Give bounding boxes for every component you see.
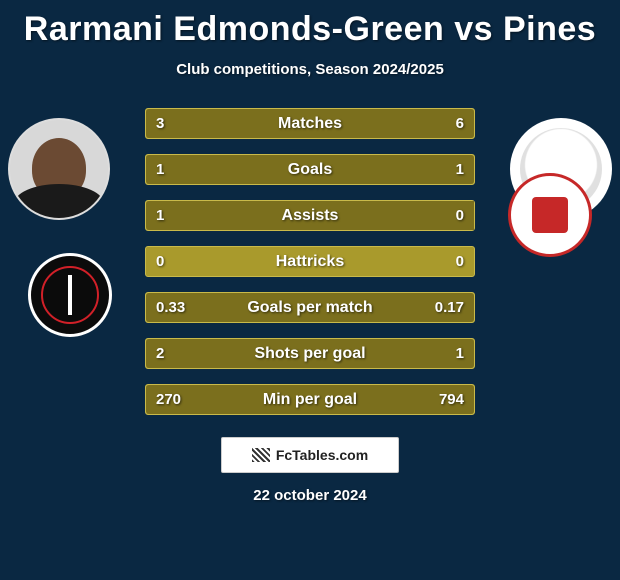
source-badge[interactable]: FcTables.com [221,437,399,473]
stat-bars: 3 6 Matches 1 1 Goals 1 0 Assists 0 0 Hattricks 0.33… [145,108,475,415]
club-logo-left [28,253,112,337]
stat-label: Hattricks [276,253,344,271]
stat-label: Shots per goal [254,345,365,363]
stat-fill-left [146,155,310,184]
stat-value-left: 2 [156,345,164,362]
chart-icon [252,448,270,462]
stat-value-right: 1 [456,345,464,362]
stat-value-right: 0 [456,253,464,270]
stat-row: 2 1 Shots per goal [145,338,475,369]
stat-value-left: 0.33 [156,299,185,316]
player-photo-left [8,118,110,220]
stat-label: Goals per match [247,299,372,317]
stat-value-right: 0 [456,207,464,224]
stat-value-left: 1 [156,207,164,224]
stat-row: 1 0 Assists [145,200,475,231]
stat-value-left: 3 [156,115,164,132]
stat-row: 0 0 Hattricks [145,246,475,277]
stat-fill-right [310,155,474,184]
stat-row: 0.33 0.17 Goals per match [145,292,475,323]
stat-row: 1 1 Goals [145,154,475,185]
comparison-content: 3 6 Matches 1 1 Goals 1 0 Assists 0 0 Hattricks 0.33… [0,108,620,415]
comparison-date: 22 october 2024 [0,487,620,504]
stat-value-left: 270 [156,391,181,408]
stat-label: Matches [278,115,342,133]
stat-row: 3 6 Matches [145,108,475,139]
stat-value-right: 6 [456,115,464,132]
stat-label: Min per goal [263,391,357,409]
comparison-title: Rarmani Edmonds-Green vs Pines [0,0,620,49]
stat-value-right: 794 [439,391,464,408]
stat-value-right: 0.17 [435,299,464,316]
comparison-subtitle: Club competitions, Season 2024/2025 [0,61,620,78]
stat-value-left: 1 [156,161,164,178]
stat-value-left: 0 [156,253,164,270]
stat-label: Assists [282,207,339,225]
source-label: FcTables.com [276,447,368,463]
stat-row: 270 794 Min per goal [145,384,475,415]
stat-value-right: 1 [456,161,464,178]
club-logo-right [508,173,592,257]
stat-label: Goals [288,161,332,179]
